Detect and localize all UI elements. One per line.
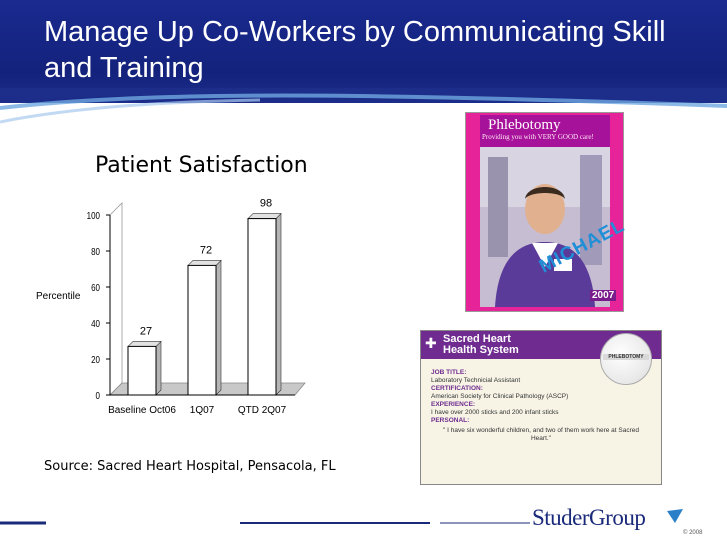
y-axis-label: Percentile bbox=[36, 291, 81, 302]
logo-arrow-icon bbox=[667, 509, 683, 523]
x-tick-label: QTD 2Q07 bbox=[238, 405, 287, 416]
bar bbox=[247, 218, 277, 396]
y-tick-label: 0 bbox=[96, 390, 100, 401]
y-tick-label: 40 bbox=[91, 318, 100, 329]
cross-icon: ✚ bbox=[425, 335, 437, 351]
personal-value: " I have six wonderful children, and two… bbox=[443, 427, 639, 442]
y-tick-label: 20 bbox=[91, 354, 100, 365]
y-tick-label: 80 bbox=[91, 246, 100, 257]
certification-label: CERTIFICATION: bbox=[431, 385, 483, 392]
x-tick-label: 1Q07 bbox=[190, 405, 215, 416]
bar-chart: 0 20 40 60 80 100 Percentile 27 Baseline Oct06 72… bbox=[36, 198, 306, 416]
bar bbox=[187, 264, 217, 396]
copyright: © 2008 bbox=[683, 530, 703, 536]
certification-value: American Society for Clinical Pathology … bbox=[431, 393, 569, 400]
title-bar bbox=[0, 0, 727, 103]
bar-side bbox=[215, 259, 222, 396]
job-title-label: JOB TITLE: bbox=[431, 369, 467, 376]
poster-year: 2007 bbox=[590, 290, 617, 301]
y-tick-label: 100 bbox=[87, 210, 100, 221]
title-swoosh bbox=[0, 88, 727, 124]
data-label: 98 bbox=[260, 198, 272, 210]
bar-top bbox=[127, 341, 162, 347]
y-tick-label: 60 bbox=[91, 282, 100, 293]
baseball-icon: PHLEBOTOMY bbox=[600, 333, 652, 385]
chart-title: Patient Satisfaction bbox=[95, 153, 308, 178]
experience-value: I have over 2000 sticks and 200 infant s… bbox=[431, 409, 559, 416]
bar-top bbox=[247, 213, 282, 219]
bar bbox=[127, 345, 157, 396]
card-logo: Sacred Heart Health System bbox=[443, 334, 519, 356]
phlebotomy-poster: Phlebotomy Providing you with VERY GOOD … bbox=[465, 112, 628, 312]
baseball-label: PHLEBOTOMY bbox=[603, 354, 649, 360]
bar-side bbox=[275, 212, 282, 396]
poster-subtitle: Providing you with VERY GOOD care! bbox=[482, 133, 594, 141]
studer-group-logo: StuderGroup bbox=[532, 505, 646, 530]
footer-rule bbox=[0, 521, 530, 525]
poster-title: Phlebotomy bbox=[488, 117, 561, 133]
bar-top bbox=[187, 260, 222, 266]
experience-label: EXPERIENCE: bbox=[431, 401, 476, 408]
x-tick-label: Baseline Oct06 bbox=[108, 405, 176, 416]
job-title-value: Laboratory Technicial Assistant bbox=[431, 377, 521, 384]
employee-photo bbox=[480, 147, 610, 307]
personal-label: PERSONAL: bbox=[431, 417, 470, 424]
slide-title: Manage Up Co-Workers by Communicating Sk… bbox=[44, 16, 666, 84]
chart-side-wall bbox=[109, 202, 123, 396]
poster-header bbox=[480, 115, 610, 147]
source-note: Source: Sacred Heart Hospital, Pensacola… bbox=[44, 459, 336, 474]
card-logo-line-1: Sacred Heart bbox=[443, 333, 511, 345]
data-label: 27 bbox=[140, 325, 152, 337]
card-details: JOB TITLE: Laboratory Technicial Assista… bbox=[431, 369, 651, 443]
data-label: 72 bbox=[200, 244, 212, 256]
card-logo-line-2: Health System bbox=[443, 344, 519, 356]
bar-side bbox=[155, 340, 162, 396]
employee-card: ✚ Sacred Heart Health System PHLEBOTOMY … bbox=[420, 330, 662, 485]
